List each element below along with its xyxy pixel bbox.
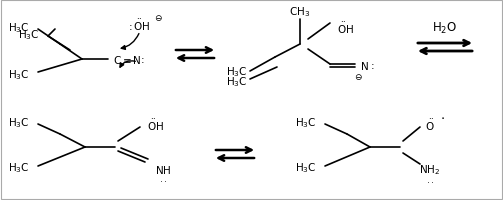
Text: $\mathsf{..}$: $\mathsf{..}$: [426, 176, 434, 185]
Text: $\mathsf{:}$: $\mathsf{:}$: [138, 55, 144, 65]
Text: $\mathsf{\ominus}$: $\mathsf{\ominus}$: [153, 13, 162, 23]
Text: $\mathsf{N}$: $\mathsf{N}$: [360, 60, 369, 72]
FancyArrowPatch shape: [121, 34, 139, 50]
Text: $\mathsf{NH}$: $\mathsf{NH}$: [155, 163, 171, 175]
Text: $\mathsf{H_3C}$: $\mathsf{H_3C}$: [295, 160, 316, 174]
Text: $\mathsf{:}$: $\mathsf{:}$: [368, 61, 374, 71]
Text: $\mathsf{H_3C}$: $\mathsf{H_3C}$: [8, 68, 30, 81]
Text: $\mathsf{\cdot}$: $\mathsf{\cdot}$: [440, 111, 444, 124]
Text: $\mathsf{H_3C}$: $\mathsf{H_3C}$: [8, 116, 30, 129]
Text: $\mathsf{H_3C}$: $\mathsf{H_3C}$: [295, 116, 316, 129]
Text: $\mathsf{CH_3}$: $\mathsf{CH_3}$: [289, 5, 311, 19]
Text: $\mathsf{H_3C}$: $\mathsf{H_3C}$: [226, 65, 248, 79]
Text: $\mathsf{C{\equiv}N}$: $\mathsf{C{\equiv}N}$: [113, 54, 142, 66]
Text: $\mathsf{H_3C}$: $\mathsf{H_3C}$: [18, 28, 40, 42]
Text: $\mathsf{H_3C}$: $\mathsf{H_3C}$: [8, 160, 30, 174]
Text: $\mathsf{:\ddot{O}H}$: $\mathsf{:\ddot{O}H}$: [126, 17, 150, 32]
Text: $\mathsf{..}$: $\mathsf{..}$: [159, 175, 167, 184]
Text: $\mathsf{H_3C}$: $\mathsf{H_3C}$: [226, 75, 248, 88]
Text: $\mathsf{\ddot{O}}$: $\mathsf{\ddot{O}}$: [425, 117, 435, 132]
Text: $\mathsf{\ddot{O}H}$: $\mathsf{\ddot{O}H}$: [337, 20, 354, 35]
Text: $\mathsf{NH_2}$: $\mathsf{NH_2}$: [419, 162, 441, 176]
Text: $\mathsf{\ominus}$: $\mathsf{\ominus}$: [354, 72, 362, 82]
Text: $\mathsf{H_3C}$: $\mathsf{H_3C}$: [8, 21, 30, 35]
Text: $\mathsf{\ddot{O}H}$: $\mathsf{\ddot{O}H}$: [146, 117, 163, 132]
Text: $\mathsf{H_2O}$: $\mathsf{H_2O}$: [433, 20, 458, 35]
FancyArrowPatch shape: [120, 62, 135, 68]
